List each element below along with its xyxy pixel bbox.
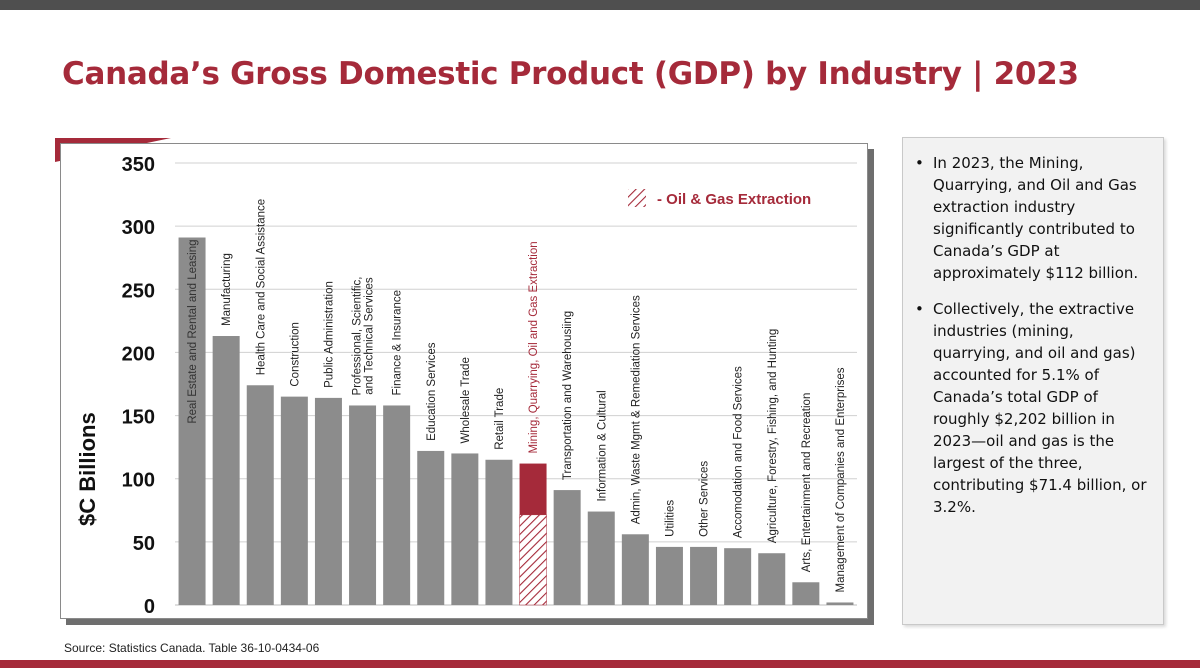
category-labels: Real Estate and Rental and Leasing Manufa… <box>187 199 847 593</box>
category-label: Real Estate and Rental and Leasing <box>187 240 199 424</box>
bar <box>417 450 445 605</box>
bar <box>553 490 581 605</box>
bar <box>655 546 683 605</box>
bottom-bar <box>0 660 1200 668</box>
category-label: Arts, Entertainment and Recreation <box>801 393 813 573</box>
bars <box>178 237 854 606</box>
category-label: Accomodation and Food Services <box>733 366 745 538</box>
bar <box>280 396 308 605</box>
category-label: Agriculture, Forestry, Fishing, and Hunt… <box>767 329 779 544</box>
bullet-text: In 2023, the Mining, Quarrying, and Oil … <box>933 154 1139 282</box>
bullet-item: • In 2023, the Mining, Quarrying, and Oil… <box>915 152 1155 284</box>
gridlines <box>175 162 857 606</box>
y-tick-label: 300 <box>122 217 155 239</box>
category-label: Mining, Quarrying, Oil and Gas Extractio… <box>528 241 540 453</box>
bullet-dot-icon: • <box>915 300 924 318</box>
bar <box>349 405 377 605</box>
y-axis-label: $C Billions <box>75 412 100 526</box>
category-label: Management of Companies and Enterprises <box>835 367 847 592</box>
bar-oil-gas-segment <box>519 514 547 606</box>
category-label: Wholesale Trade <box>460 357 472 443</box>
y-tick-label: 0 <box>144 596 155 618</box>
bar <box>690 546 718 605</box>
gdp-bar-chart: 0 50 100 150 200 250 300 350 $C Billions Real E… <box>75 154 857 618</box>
category-label: Construction <box>289 322 301 387</box>
bar <box>451 453 479 605</box>
bar <box>383 405 411 605</box>
y-axis-ticks: 0 50 100 150 200 250 300 350 <box>122 154 155 618</box>
bar <box>212 336 240 605</box>
legend-swatch <box>628 189 646 207</box>
y-tick-label: 150 <box>122 407 155 429</box>
category-label: Professional, Scientific,and Technical S… <box>352 277 376 396</box>
top-bar <box>0 0 1200 10</box>
legend-label: - Oil & Gas Extraction <box>657 191 811 208</box>
category-label: Admin, Waste Mgmt & Remediation Services <box>630 295 642 524</box>
category-label: Other Services <box>699 461 711 537</box>
slide-title: Canada’s Gross Domestic Product (GDP) by… <box>62 56 1079 92</box>
bar <box>792 582 820 605</box>
bullet-item: • Collectively, the extractive industries… <box>915 298 1155 518</box>
bullet-list: • In 2023, the Mining, Quarrying, and Oil… <box>903 138 1163 518</box>
bar <box>758 553 786 605</box>
bar-mining-segment <box>519 463 547 515</box>
bullet-dot-icon: • <box>915 154 924 172</box>
bar <box>178 237 206 605</box>
bar <box>724 548 752 605</box>
bar <box>314 397 342 605</box>
category-label: Manufacturing <box>221 253 233 326</box>
category-label: Transportation and Warehousiing <box>562 311 574 480</box>
category-label: Health Care and Social Assistance <box>255 199 267 375</box>
bullet-text: Collectively, the extractive industries … <box>933 300 1147 516</box>
category-label: Education Services <box>426 342 438 441</box>
bar <box>485 459 513 605</box>
category-label: Finance & Insurance <box>392 290 404 395</box>
category-label: Information & Cultural <box>596 390 608 501</box>
source-note: Source: Statistics Canada. Table 36-10-0… <box>64 641 320 655</box>
bar <box>587 511 615 605</box>
bar <box>621 534 649 605</box>
y-tick-label: 250 <box>122 280 155 302</box>
y-tick-label: 100 <box>122 470 155 492</box>
y-tick-label: 50 <box>133 533 155 555</box>
category-label: Retail Trade <box>494 388 506 450</box>
category-label: Public Administration <box>323 281 335 388</box>
category-label: Utilities <box>664 500 676 537</box>
y-tick-label: 350 <box>122 154 155 176</box>
legend: - Oil & Gas Extraction <box>628 189 811 208</box>
commentary-box: • In 2023, the Mining, Quarrying, and Oil… <box>902 137 1164 625</box>
chart-frame: 0 50 100 150 200 250 300 350 $C Billions Real E… <box>60 143 868 619</box>
bar <box>826 602 854 605</box>
bar <box>246 385 274 605</box>
y-tick-label: 200 <box>122 343 155 365</box>
